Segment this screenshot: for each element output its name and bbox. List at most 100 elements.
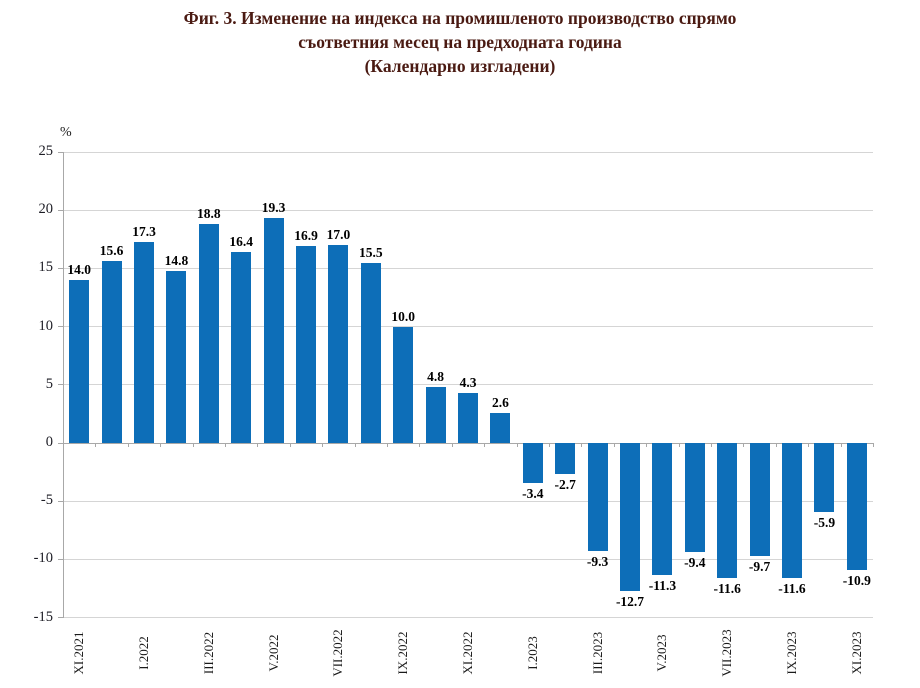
x-tick — [775, 443, 777, 447]
gridline — [63, 384, 873, 386]
y-axis-label: 15 — [38, 259, 54, 276]
y-axis-label: 0 — [45, 434, 53, 450]
bar — [263, 218, 284, 443]
bar-value-label: -10.9 — [842, 572, 871, 588]
bar — [522, 443, 543, 483]
y-axis-label: -15 — [33, 608, 53, 625]
x-axis-label: V.2022 — [265, 634, 281, 672]
bar-value-label: -12.7 — [615, 593, 645, 609]
x-axis-label: XI.2021 — [71, 631, 87, 675]
bar — [134, 241, 154, 443]
bar — [652, 443, 673, 575]
bar-value-label: -9.3 — [586, 554, 609, 570]
x-tick — [549, 443, 550, 447]
y-axis-label: 25 — [38, 143, 54, 159]
y-axis-label: 10 — [38, 317, 54, 334]
x-axis-label: VII.2022 — [330, 629, 346, 677]
bar-value-label: -9.4 — [684, 555, 706, 571]
bar — [231, 252, 252, 443]
bar-value-label: -11.6 — [778, 581, 806, 597]
x-axis-label: V.2023 — [654, 634, 670, 672]
x-axis-label: XI.2023 — [848, 631, 864, 675]
bar — [555, 443, 576, 475]
bar — [69, 280, 90, 443]
x-axis-label: I.2023 — [524, 636, 540, 670]
bar-value-label: 17.3 — [132, 223, 156, 239]
y-tick — [58, 558, 63, 560]
gridline — [63, 500, 873, 502]
bar-value-label: 16.9 — [294, 228, 318, 244]
bar-value-label: 2.6 — [491, 394, 509, 410]
x-tick — [451, 443, 453, 447]
gridline — [63, 558, 873, 560]
y-tick — [58, 384, 63, 386]
bar-value-label: 4.3 — [459, 374, 477, 390]
chart-title-line2: съответния месец на предходната година — [298, 32, 622, 52]
bar-value-label: 18.8 — [196, 206, 221, 222]
x-tick — [646, 443, 648, 447]
y-tick — [58, 500, 63, 502]
bar — [458, 392, 478, 443]
x-axis-label: IX.2022 — [395, 631, 411, 675]
bar-value-label: 16.4 — [229, 234, 253, 250]
bar — [814, 443, 835, 512]
y-tick — [58, 209, 63, 211]
bar-value-label: 10.0 — [391, 308, 415, 324]
x-tick — [516, 443, 518, 447]
x-tick — [873, 443, 874, 447]
x-tick — [484, 443, 486, 447]
bar — [782, 443, 802, 579]
x-tick — [127, 443, 129, 447]
bar — [166, 270, 187, 443]
bar — [620, 443, 640, 591]
x-tick — [840, 443, 842, 447]
bar-value-label: -2.7 — [554, 477, 576, 493]
gridline — [63, 209, 873, 211]
y-axis-label: 5 — [45, 375, 53, 392]
y-axis-label: -5 — [40, 492, 53, 509]
x-tick — [711, 443, 712, 447]
y-axis-line — [63, 152, 64, 618]
bar — [101, 261, 122, 443]
x-tick — [322, 443, 324, 447]
bar — [393, 326, 414, 443]
x-tick — [95, 443, 97, 447]
x-tick — [160, 443, 162, 447]
bar-value-label: 14.0 — [67, 262, 91, 278]
bar — [846, 443, 867, 570]
gridline — [63, 442, 873, 444]
bar-value-label: -9.7 — [748, 558, 771, 574]
x-axis-label: III.2022 — [200, 631, 216, 675]
bar-value-label: -11.6 — [713, 581, 741, 597]
x-tick — [289, 443, 291, 447]
x-tick — [225, 443, 226, 447]
bar-value-label: -11.3 — [648, 577, 677, 593]
bar — [684, 443, 705, 553]
x-axis-label: XI.2022 — [460, 631, 475, 675]
gridline — [63, 326, 873, 328]
bar — [749, 443, 770, 556]
bar — [587, 443, 608, 552]
x-axis-label: III.2023 — [589, 631, 605, 675]
y-tick — [58, 617, 63, 619]
y-tick — [58, 151, 63, 153]
chart-title-line1: Фиг. 3. Изменение на индекса на промишле… — [183, 8, 737, 28]
bar — [490, 412, 511, 443]
x-tick — [387, 443, 388, 447]
bar-value-label: 17.0 — [326, 227, 351, 243]
y-axis-label: -10 — [33, 550, 53, 567]
x-tick — [63, 443, 64, 447]
y-tick — [58, 267, 63, 269]
gridline — [63, 267, 873, 269]
bar — [296, 246, 316, 443]
gridline — [63, 617, 873, 619]
x-tick — [613, 443, 615, 447]
x-tick — [743, 443, 745, 447]
y-axis-unit-label: % — [60, 125, 72, 140]
bar-value-label: 15.5 — [358, 244, 383, 260]
bar — [328, 245, 349, 443]
bar — [360, 262, 381, 443]
bar — [198, 224, 219, 443]
x-tick — [192, 443, 194, 447]
x-tick — [581, 443, 583, 447]
